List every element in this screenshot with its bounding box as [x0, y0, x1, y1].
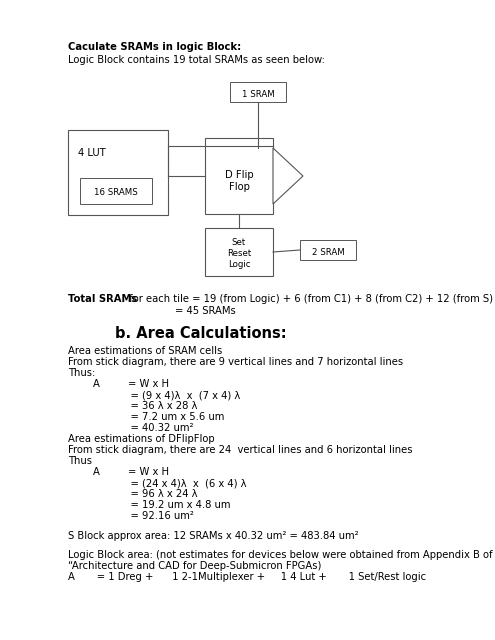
- Text: “Architecture and CAD for Deep-Submicron FPGAs): “Architecture and CAD for Deep-Submicron…: [68, 561, 321, 571]
- Bar: [230, 82, 286, 102]
- Text: A         = W x H: A = W x H: [68, 467, 169, 477]
- Text: S Block approx area: 12 SRAMs x 40.32 um² = 483.84 um²: S Block approx area: 12 SRAMs x 40.32 um…: [68, 531, 358, 541]
- Text: Total SRAMs: Total SRAMs: [68, 294, 137, 304]
- Text: = (9 x 4)λ  x  (7 x 4) λ: = (9 x 4)λ x (7 x 4) λ: [68, 390, 240, 400]
- Text: Thus:: Thus:: [68, 368, 95, 378]
- Text: Logic Block area: (not estimates for devices below were obtained from Appendix B: Logic Block area: (not estimates for dev…: [68, 550, 493, 560]
- Text: A       = 1 Dreg +      1 2-1Multiplexer +     1 4 Lut +       1 Set/Rest logic: A = 1 Dreg + 1 2-1Multiplexer + 1 4 Lut …: [68, 572, 426, 582]
- Text: Area estimations of SRAM cells: Area estimations of SRAM cells: [68, 346, 222, 356]
- Text: D Flip: D Flip: [225, 170, 253, 180]
- Bar: [205, 138, 273, 214]
- Text: = 36 λ x 28 λ: = 36 λ x 28 λ: [68, 401, 198, 411]
- Text: Reset: Reset: [227, 249, 251, 258]
- Text: Set: Set: [232, 238, 246, 247]
- Text: = 19.2 um x 4.8 um: = 19.2 um x 4.8 um: [68, 500, 231, 510]
- Text: Flop: Flop: [229, 182, 249, 192]
- Polygon shape: [273, 148, 303, 204]
- Text: Caculate SRAMs in logic Block:: Caculate SRAMs in logic Block:: [68, 42, 241, 52]
- Text: for each tile = 19 (from Logic) + 6 (from C1) + 8 (from C2) + 12 (from S): for each tile = 19 (from Logic) + 6 (fro…: [126, 294, 493, 304]
- Text: = 96 λ x 24 λ: = 96 λ x 24 λ: [68, 489, 198, 499]
- Bar: [80, 178, 152, 204]
- Text: = 40.32 um²: = 40.32 um²: [68, 423, 194, 433]
- Text: b. Area Calculations:: b. Area Calculations:: [115, 326, 287, 341]
- Text: Logic Block contains 19 total SRAMs as seen below:: Logic Block contains 19 total SRAMs as s…: [68, 55, 325, 65]
- Text: A         = W x H: A = W x H: [68, 379, 169, 389]
- Text: = 45 SRAMs: = 45 SRAMs: [175, 306, 236, 316]
- Bar: [300, 240, 356, 260]
- Text: 4 LUT: 4 LUT: [78, 148, 106, 158]
- Text: 16 SRAMS: 16 SRAMS: [94, 188, 138, 197]
- Text: 2 SRAM: 2 SRAM: [312, 248, 345, 257]
- Text: Logic: Logic: [228, 260, 250, 269]
- Text: Area estimations of DFlipFlop: Area estimations of DFlipFlop: [68, 434, 215, 444]
- Text: Thus: Thus: [68, 456, 92, 466]
- Bar: [205, 228, 273, 276]
- Text: From stick diagram, there are 24  vertical lines and 6 horizontal lines: From stick diagram, there are 24 vertica…: [68, 445, 412, 455]
- Text: = 92.16 um²: = 92.16 um²: [68, 511, 194, 521]
- Text: 1 SRAM: 1 SRAM: [242, 90, 274, 99]
- Text: = 7.2 um x 5.6 um: = 7.2 um x 5.6 um: [68, 412, 224, 422]
- Text: = (24 x 4)λ  x  (6 x 4) λ: = (24 x 4)λ x (6 x 4) λ: [68, 478, 247, 488]
- Bar: [68, 130, 168, 215]
- Text: From stick diagram, there are 9 vertical lines and 7 horizontal lines: From stick diagram, there are 9 vertical…: [68, 357, 403, 367]
